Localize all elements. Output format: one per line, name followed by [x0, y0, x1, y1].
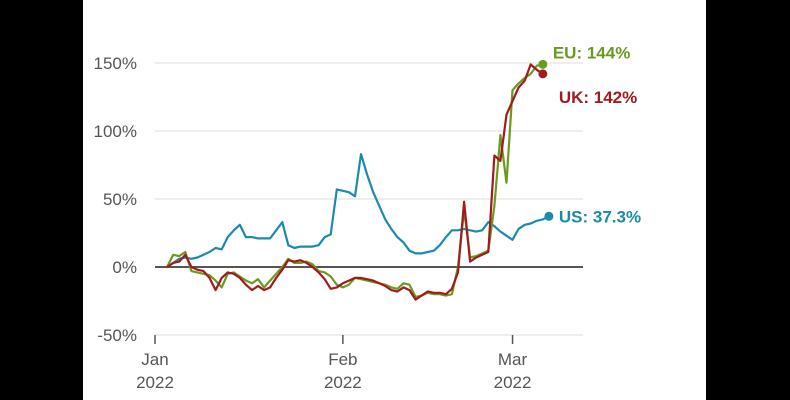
y-tick-label: 150%: [94, 54, 137, 73]
series-line-us: [166, 153, 550, 269]
end-label-eu: EU: 144%: [553, 43, 630, 62]
y-tick-label: -50%: [97, 326, 137, 345]
end-label-us: US: 37.3%: [559, 207, 641, 226]
line-chart: 150% 100% 50% 0% -50%Jan 2022 Feb 2022 Mar 2022 US…: [94, 43, 642, 392]
grid-layer: [154, 62, 583, 344]
end-point-us: [544, 211, 554, 221]
y-tick-label: 100%: [94, 122, 137, 141]
x-tick-year: 2022: [324, 373, 362, 392]
end-point-eu: [538, 59, 548, 69]
x-tick-label: Feb: [328, 350, 357, 369]
label-layer: 150% 100% 50% 0% -50%Jan 2022 Feb 2022 Mar 2022 US…: [94, 43, 642, 392]
end-point-uk: [538, 69, 548, 79]
series-line-eu: [166, 63, 544, 298]
series-line-uk: [166, 63, 544, 301]
x-tick-year: 2022: [494, 373, 532, 392]
y-tick-label: 50%: [103, 190, 137, 209]
x-tick-label: Jan: [141, 350, 168, 369]
y-tick-label: 0%: [112, 258, 137, 277]
x-tick-label: Mar: [498, 350, 528, 369]
end-label-uk: UK: 142%: [559, 88, 637, 107]
chart-panel: 150% 100% 50% 0% -50% Jan 2022 Feb 2022 Mar 2022 US…: [83, 0, 706, 400]
series-layer: [166, 59, 554, 301]
x-tick-year: 2022: [136, 373, 174, 392]
